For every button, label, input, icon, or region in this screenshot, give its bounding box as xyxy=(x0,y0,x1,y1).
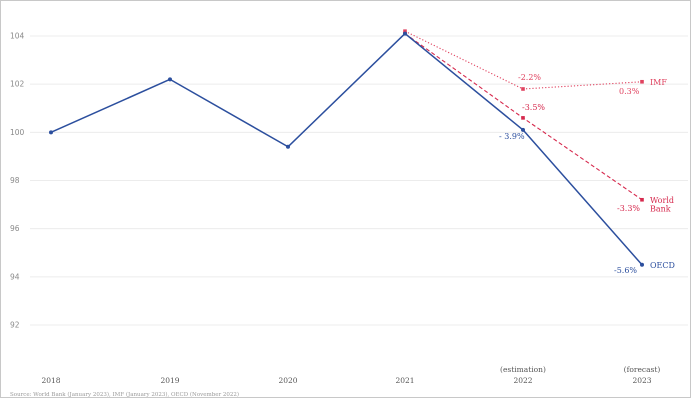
data-label-imf-2023: 0.3% xyxy=(619,87,640,96)
annotations: - 3.9% -5.6% -3.5% -3.3% -2.2% 0.3% OECD IMF Wor… xyxy=(499,73,675,275)
y-tick-label-92: 92 xyxy=(10,321,20,330)
y-tick-label-94: 94 xyxy=(10,272,20,281)
series-name-imf: IMF xyxy=(650,78,667,87)
series-name-line-0: World xyxy=(650,196,674,205)
point-oecd-2022 xyxy=(521,127,525,132)
point-oecd-2023 xyxy=(640,262,644,267)
x-tick-label-2022: 2022 xyxy=(513,376,532,385)
series-name-world-bank: World Bank xyxy=(650,196,674,214)
data-label-oecd-2022: - 3.9% xyxy=(499,132,525,141)
series-name-oecd: OECD xyxy=(650,261,675,270)
x-tick-label-2023: 2023 xyxy=(632,376,651,385)
x-axis: 2018 2019 2020 2021 2022 (estimation) 2023 (for… xyxy=(41,365,660,385)
x-tick-label-2020: 2020 xyxy=(278,376,297,385)
x-note-2022: (estimation) xyxy=(500,365,546,374)
x-tick-label-2021: 2021 xyxy=(395,376,414,385)
point-oecd-2021 xyxy=(403,31,407,36)
y-tick-label-98: 98 xyxy=(10,176,20,185)
point-world-bank-2022 xyxy=(521,116,525,120)
point-oecd-2020 xyxy=(286,144,290,149)
data-label-world-bank-2023: -3.3% xyxy=(617,204,640,213)
y-tick-label-96: 96 xyxy=(10,224,20,233)
data-label-oecd-2023: -5.6% xyxy=(614,266,637,275)
point-oecd-2018 xyxy=(49,130,53,135)
y-tick-label-100: 100 xyxy=(10,128,25,137)
series-lines xyxy=(49,29,644,267)
data-label-world-bank-2022: -3.5% xyxy=(522,103,545,112)
data-label-imf-2022: -2.2% xyxy=(518,73,541,82)
y-tick-label-102: 102 xyxy=(10,80,25,89)
series-line-oecd xyxy=(50,32,643,266)
x-tick-label-2019: 2019 xyxy=(160,376,179,385)
point-imf-2022 xyxy=(521,87,525,91)
y-tick-label-104: 104 xyxy=(10,32,25,41)
point-imf-2023 xyxy=(640,79,644,84)
source-note: Source: World Bank (January 2023), IMF (… xyxy=(10,391,239,398)
x-tick-label-2018: 2018 xyxy=(41,376,60,385)
series-name-line-1: Bank xyxy=(650,205,671,214)
point-imf-2021 xyxy=(403,29,407,33)
x-note-2023: (forecast) xyxy=(624,365,661,374)
point-oecd-2019 xyxy=(168,77,172,82)
y-axis: 92 94 96 98 100 102 104 xyxy=(10,32,25,330)
grid-lines xyxy=(30,35,688,326)
point-world-bank-2023 xyxy=(640,197,644,202)
